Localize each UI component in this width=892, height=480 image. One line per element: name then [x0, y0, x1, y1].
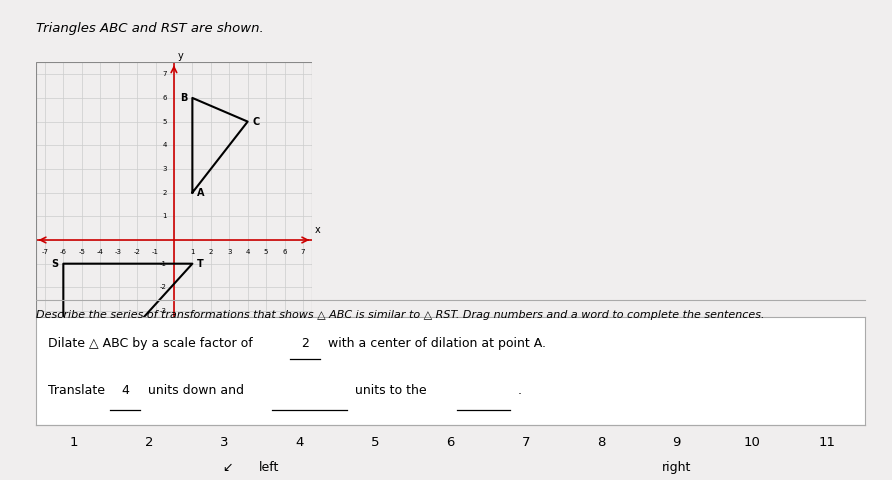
Text: 6: 6: [162, 95, 167, 101]
Text: Dilate △ ABC by a scale factor of: Dilate △ ABC by a scale factor of: [48, 337, 257, 350]
Text: 1: 1: [190, 250, 194, 255]
Text: 1: 1: [70, 436, 78, 449]
Text: 6: 6: [282, 250, 287, 255]
Text: 2: 2: [301, 337, 310, 350]
Text: -4: -4: [160, 332, 167, 338]
Text: -6: -6: [160, 379, 167, 385]
Text: -2: -2: [134, 250, 141, 255]
Text: units to the: units to the: [351, 384, 426, 397]
Text: units down and: units down and: [144, 384, 244, 397]
Text: -4: -4: [96, 250, 103, 255]
Text: 3: 3: [220, 436, 228, 449]
Text: R: R: [51, 401, 59, 411]
Text: -3: -3: [115, 250, 122, 255]
Text: 4: 4: [162, 142, 167, 148]
Text: y: y: [178, 51, 184, 61]
Text: C: C: [252, 117, 260, 127]
Text: 8: 8: [597, 436, 606, 449]
Text: -7: -7: [160, 403, 167, 409]
Text: 3: 3: [227, 250, 232, 255]
Text: -3: -3: [160, 308, 167, 314]
Text: -2: -2: [160, 284, 167, 290]
Text: 2: 2: [162, 190, 167, 196]
Text: ↙: ↙: [223, 461, 233, 474]
Text: Describe the series of transformations that shows △ ABC is similar to △ RST. Dra: Describe the series of transformations t…: [36, 310, 764, 320]
Text: 11: 11: [819, 436, 836, 449]
Text: 7: 7: [162, 71, 167, 77]
Text: 2: 2: [209, 250, 213, 255]
Text: 7: 7: [522, 436, 530, 449]
Text: Triangles ABC and RST are shown.: Triangles ABC and RST are shown.: [36, 22, 263, 35]
Text: -1: -1: [152, 250, 159, 255]
Text: with a center of dilation at point A.: with a center of dilation at point A.: [324, 337, 546, 350]
Text: 5: 5: [264, 250, 268, 255]
Text: 10: 10: [744, 436, 761, 449]
Text: 4: 4: [121, 384, 129, 397]
Text: 6: 6: [446, 436, 455, 449]
Text: 3: 3: [162, 166, 167, 172]
Text: -5: -5: [160, 355, 167, 361]
Text: left: left: [260, 461, 280, 474]
Text: -7: -7: [41, 250, 48, 255]
Text: 2: 2: [145, 436, 153, 449]
Text: A: A: [197, 188, 204, 198]
Text: T: T: [197, 259, 203, 269]
Text: -5: -5: [78, 250, 86, 255]
Text: .: .: [515, 384, 523, 397]
Text: 1: 1: [162, 213, 167, 219]
Text: right: right: [662, 461, 691, 474]
Text: B: B: [180, 93, 187, 103]
Text: -6: -6: [60, 250, 67, 255]
Text: S: S: [52, 259, 59, 269]
Text: Translate: Translate: [48, 384, 105, 397]
Text: 9: 9: [673, 436, 681, 449]
Text: 4: 4: [245, 250, 250, 255]
Text: -1: -1: [160, 261, 167, 267]
Text: 5: 5: [162, 119, 167, 125]
Text: 4: 4: [295, 436, 304, 449]
Text: x: x: [315, 225, 321, 235]
Text: 7: 7: [301, 250, 305, 255]
Text: 5: 5: [371, 436, 379, 449]
